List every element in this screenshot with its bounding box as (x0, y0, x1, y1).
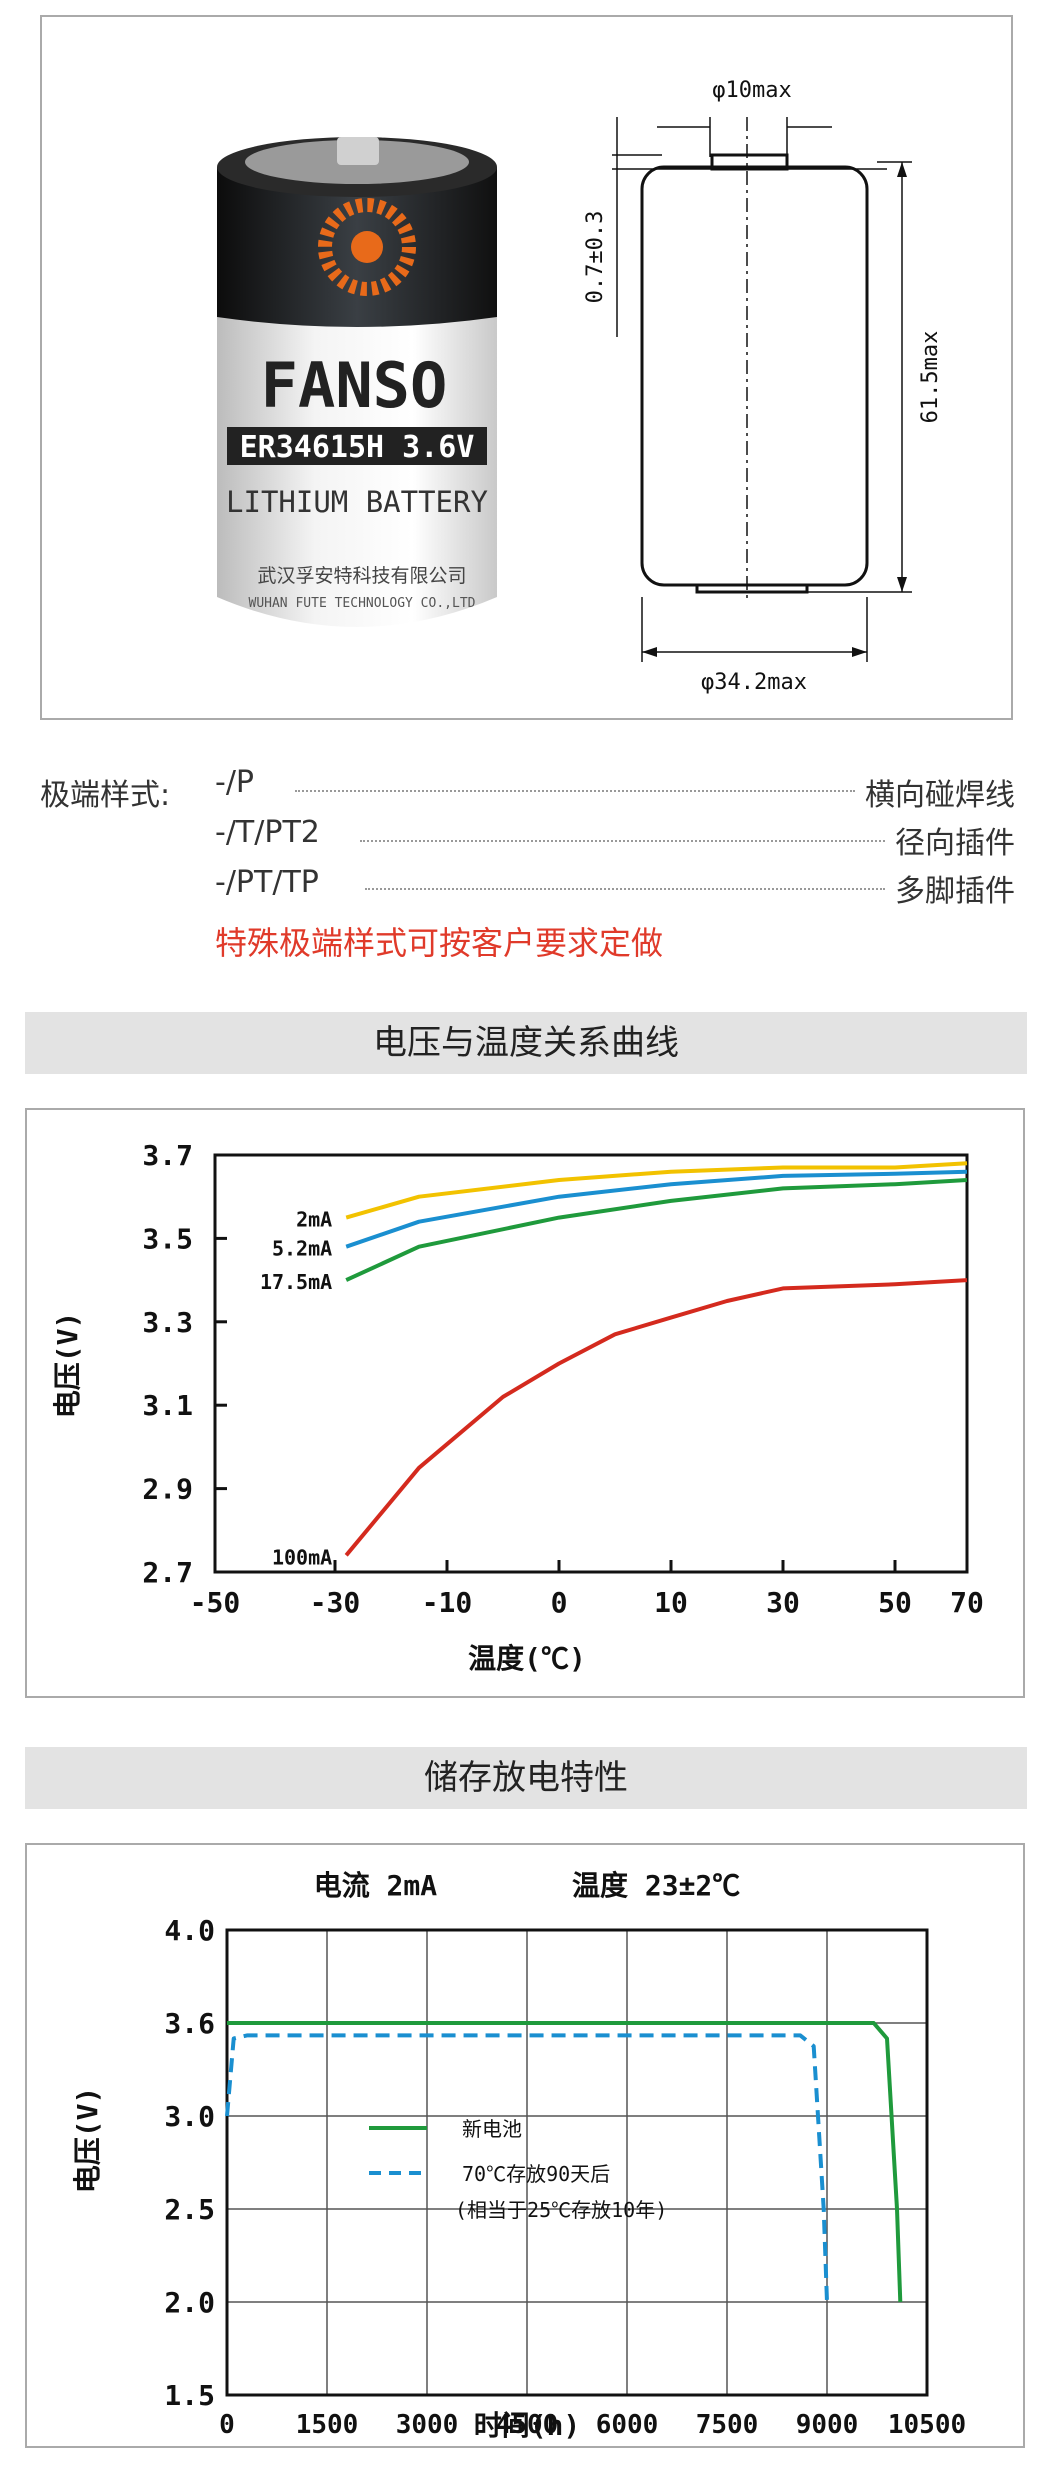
chart2-xtick-label: 6000 (596, 2410, 659, 2440)
voltage-temperature-chart: 3.7 3.5 3.3 3.1 2.9 2.7 -50 -30 -10 0 10 30 50 70 2m… (51, 1139, 984, 1675)
chart1-series-line-3 (344, 1278, 968, 1557)
chart1-plot-frame (213, 1153, 969, 1574)
battery-maker-cn: 武汉孚安特科技有限公司 (257, 565, 466, 587)
chart2-xtick-label: 7500 (696, 2410, 759, 2440)
chart1-ytick-label: 3.5 (142, 1222, 193, 1255)
chart1-series-line-0 (345, 1161, 968, 1220)
fanso-logo-icon (318, 198, 416, 296)
chart1-xtick-label: 0 (551, 1586, 568, 1619)
chart1-xlabel: 温度(℃) (468, 1642, 586, 1675)
battery-brand: FANSO (261, 349, 448, 422)
terminal-diameter-label: φ10max (712, 78, 791, 103)
battery-type: LITHIUM BATTERY (226, 485, 488, 519)
chart2-ytick-label: 4.0 (164, 1914, 215, 1947)
chart2-xtick-label: 9000 (796, 2410, 859, 2440)
chart2-ytick-label: 2.0 (164, 2286, 215, 2319)
terminal-style-label: 极端样式: (40, 778, 171, 813)
battery-maker-en: WUHAN FUTE TECHNOLOGY CO.,LTD (249, 596, 476, 611)
battery-height-label: 61.5max (918, 331, 943, 424)
storage-discharge-chart: 电流 2mA 温度 23±2℃ 4.0 3.6 3.0 2.5 2.0 1.5 0 1500… (71, 1869, 966, 2442)
section-title-storage-discharge: 储存放电特性 (25, 1747, 1027, 1809)
chart2-ytick-label: 3.6 (164, 2007, 215, 2040)
dot-leader (360, 840, 885, 842)
chart2-xlabel: 时间(h) (474, 2409, 581, 2442)
chart1-ytick-label: 2.7 (142, 1556, 193, 1589)
terminal-height-label: 0.7±0.3 (583, 211, 608, 304)
chart1-xtick-label: 30 (766, 1586, 800, 1619)
dot-leader (365, 888, 885, 890)
chart2-xtick-label: 0 (219, 2410, 235, 2440)
section-title-voltage-temp: 电压与温度关系曲线 (25, 1012, 1027, 1074)
chart1-xtick-label: -10 (422, 1586, 473, 1619)
product-panel: FANSO ER34615H 3.6V LITHIUM BATTERY 武汉孚安… (40, 15, 1013, 720)
custom-terminal-note: 特殊极端样式可按客户要求定做 (215, 924, 664, 962)
legend-label-stored: 70℃存放90天后 (462, 2162, 610, 2186)
chart1-xtick-label: 50 (878, 1586, 912, 1619)
terminal-code-pt: -/PT/TP (215, 865, 319, 900)
battery-illustration: FANSO ER34615H 3.6V LITHIUM BATTERY 武汉孚安… (217, 78, 943, 695)
dimension-drawing (612, 117, 912, 662)
chart2-ytick-label: 1.5 (164, 2379, 215, 2412)
chart1-series-label: 5.2mA (272, 1237, 332, 1261)
chart1-xtick-label: -50 (190, 1586, 241, 1619)
terminal-desc-pt: 多脚插件 (895, 874, 1015, 909)
chart1-ytick-label: 2.9 (142, 1473, 193, 1506)
voltage-temperature-panel: 3.7 3.5 3.3 3.1 2.9 2.7 -50 -30 -10 0 10 30 50 70 2m… (25, 1108, 1025, 1698)
chart2-title: 电流 2mA 温度 23±2℃ (314, 1869, 741, 1902)
chart1-ytick-label: 3.7 (142, 1139, 193, 1172)
chart2-series-line-1 (225, 2033, 829, 2303)
chart1-xtick-label: 70 (950, 1586, 984, 1619)
chart1-series-line-1 (345, 1169, 968, 1249)
storage-discharge-panel: 电流 2mA 温度 23±2℃ 4.0 3.6 3.0 2.5 2.0 1.5 0 1500… (25, 1843, 1025, 2448)
chart2-legend: 新电池 70℃存放90天后 (相当于25℃存放10年) (369, 2117, 667, 2222)
chart2-plot-frame (225, 1928, 929, 2397)
chart2-xtick-label: 1500 (296, 2410, 359, 2440)
chart2-ytick-label: 3.0 (164, 2100, 215, 2133)
chart2-ylabel: 电压(V) (71, 2087, 104, 2194)
chart1-series-line-2 (345, 1178, 968, 1282)
chart1-xtick-label: 10 (654, 1586, 688, 1619)
chart1-series-label: 100mA (272, 1545, 332, 1569)
battery-model: ER34615H 3.6V (240, 430, 475, 465)
terminal-code-t: -/T/PT2 (215, 815, 320, 850)
chart1-ytick-label: 3.3 (142, 1306, 193, 1339)
dot-leader (295, 790, 855, 792)
chart1-xtick-label: -30 (310, 1586, 361, 1619)
legend-label-new: 新电池 (462, 2117, 522, 2141)
terminal-desc-t: 径向插件 (895, 826, 1015, 861)
chart1-ylabel: 电压(V) (51, 1312, 84, 1419)
chart1-ytick-label: 3.1 (142, 1389, 193, 1422)
legend-note: (相当于25℃存放10年) (455, 2198, 667, 2222)
battery-diameter-label: φ34.2max (701, 670, 807, 695)
chart1-series-label: 2mA (296, 1208, 332, 1232)
chart2-xtick-label: 3000 (396, 2410, 459, 2440)
terminal-code-p: -/P (215, 765, 255, 800)
battery-photo: FANSO ER34615H 3.6V LITHIUM BATTERY 武汉孚安… (217, 137, 497, 627)
chart2-ytick-label: 2.5 (164, 2193, 215, 2226)
chart1-series-label: 17.5mA (260, 1270, 332, 1294)
terminal-desc-p: 横向碰焊线 (865, 778, 1015, 813)
chart2-xtick-label: 4500 (496, 2410, 559, 2440)
chart2-xtick-label: 10500 (888, 2410, 966, 2440)
chart2-series-line-0 (227, 2021, 903, 2303)
